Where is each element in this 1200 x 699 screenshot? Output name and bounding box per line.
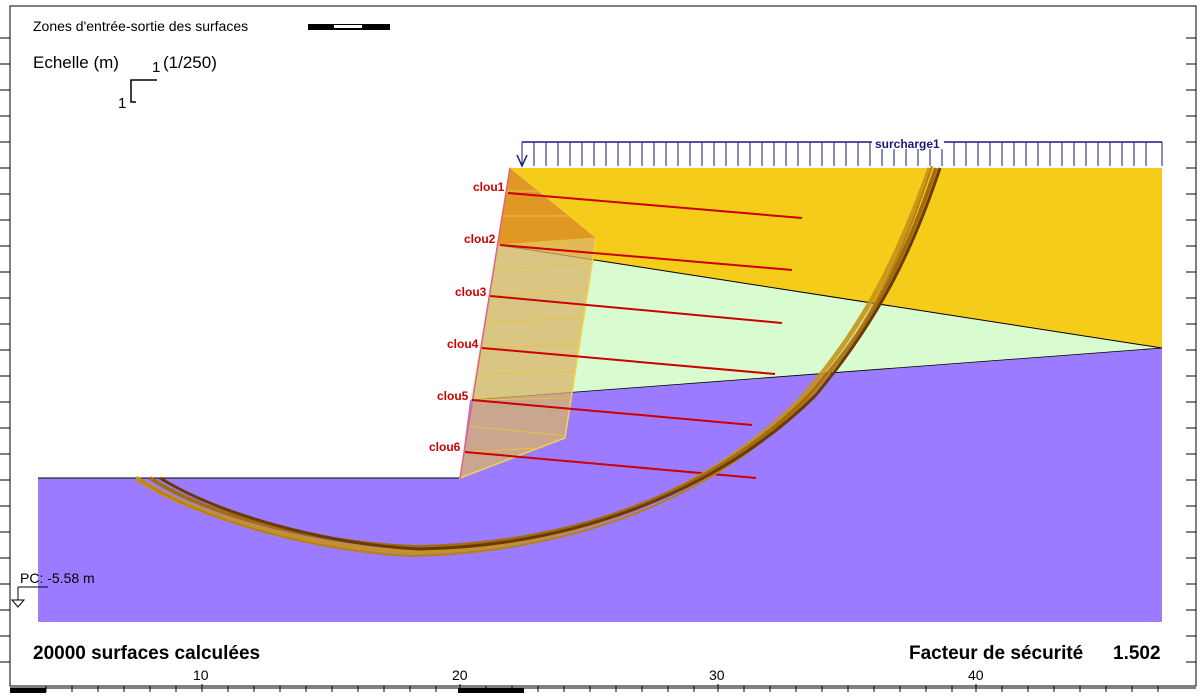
- nail-label: clou4: [447, 337, 479, 351]
- nail-clou3: clou3: [455, 285, 783, 324]
- bottom-axis: 10 20 30 40: [10, 667, 1196, 693]
- nail-clou5: clou5: [437, 389, 753, 426]
- nail-clou1: clou1: [473, 180, 803, 219]
- axis-tick-label: 30: [709, 667, 725, 683]
- surcharge-load: surcharge1: [516, 136, 1163, 168]
- scale-one-horizontal: 1: [152, 59, 160, 76]
- axis-tick-label: 10: [193, 667, 209, 683]
- nail-label: clou3: [455, 285, 487, 299]
- water-table-label: PC: -5.58 m: [20, 570, 95, 586]
- axis-tick-label: 40: [968, 667, 984, 683]
- surcharge-arrow-icon: [516, 154, 528, 168]
- safety-factor-value: 1.502: [1113, 643, 1161, 664]
- nail-clou2: clou2: [464, 232, 793, 271]
- surcharge-label: surcharge1: [875, 137, 940, 151]
- nail-label: clou6: [429, 440, 461, 454]
- water-table: PC: -5.58 m: [10, 570, 95, 608]
- scale-bracket-icon: [130, 79, 157, 103]
- scale-ratio: (1/250): [163, 53, 217, 72]
- scale-label: Echelle (m): [33, 53, 119, 72]
- nail-label: clou5: [437, 389, 469, 403]
- legend-title: Zones d'entrée-sortie des surfaces: [33, 18, 248, 34]
- nail-label: clou1: [473, 180, 505, 194]
- lower-soil-layer: [38, 348, 1162, 622]
- slip-surfaces: [134, 165, 942, 558]
- legend-scale-bar: [308, 24, 390, 30]
- scale-one-vertical: 1: [118, 95, 126, 112]
- axis-tick-label: 20: [452, 667, 468, 683]
- middle-soil-layer: [470, 245, 1162, 400]
- layer-boundary-lower: [469, 347, 1163, 401]
- safety-factor-label: Facteur de sécurité: [909, 643, 1083, 664]
- drawing-frame: [9, 5, 1197, 687]
- layer-boundary-upper: [497, 244, 1163, 349]
- nail-label: clou2: [464, 232, 496, 246]
- nailed-wall: [459, 166, 597, 480]
- nail-clou4: clou4: [447, 337, 776, 375]
- left-ruler: [0, 37, 10, 663]
- water-level-icon: [10, 599, 26, 608]
- upper-soil-layer: [498, 168, 1162, 348]
- surfaces-count: 20000 surfaces calculées: [33, 643, 260, 664]
- right-ruler: [1186, 37, 1196, 663]
